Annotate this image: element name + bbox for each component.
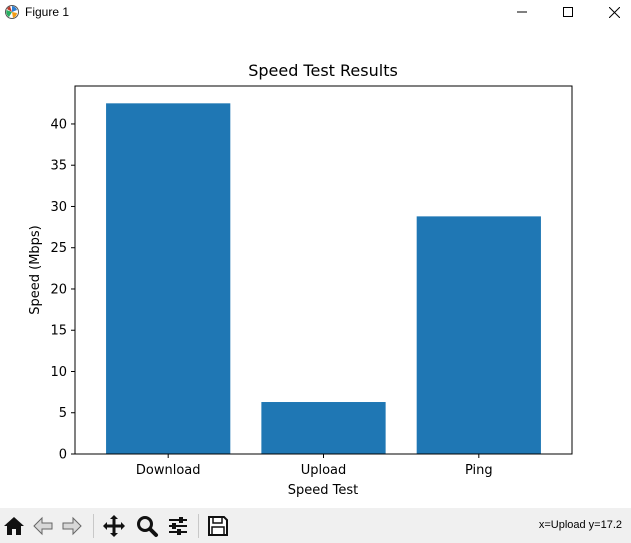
y-tick-label: 40 [50, 117, 67, 132]
toolbar-separator [93, 514, 94, 538]
minimize-icon [517, 11, 527, 13]
y-tick-label: 0 [59, 448, 67, 463]
save-icon [208, 516, 228, 536]
toolbar-separator [198, 514, 199, 538]
matplotlib-logo-icon [4, 4, 20, 20]
y-tick-label: 15 [50, 324, 67, 339]
home-button[interactable] [0, 512, 28, 540]
forward-button[interactable] [58, 512, 86, 540]
bar-ping [416, 216, 541, 454]
pan-button[interactable] [100, 512, 128, 540]
maximize-icon [563, 7, 573, 17]
save-button[interactable] [204, 512, 232, 540]
bar-upload [261, 402, 386, 454]
zoom-icon [137, 516, 158, 537]
configure-subplots-icon [169, 517, 187, 535]
back-button[interactable] [29, 512, 57, 540]
close-icon [608, 6, 620, 18]
bar-chart: Speed Test Results 0 5 10 15 20 25 30 35 40 Down… [28, 61, 573, 498]
forward-icon [62, 516, 82, 536]
back-icon [33, 516, 53, 536]
x-axis-label: Speed Test [288, 483, 358, 498]
x-tick-label: Download [136, 463, 201, 478]
minimize-button[interactable] [499, 0, 545, 24]
x-tick-label: Upload [301, 463, 347, 478]
window-title: Figure 1 [25, 5, 70, 19]
y-tick-label: 35 [50, 159, 67, 174]
y-tick-label: 10 [50, 365, 67, 380]
window-titlebar: Figure 1 [0, 0, 631, 24]
y-tick-label: 5 [59, 406, 67, 421]
close-button[interactable] [591, 0, 631, 24]
y-axis-label: Speed (Mbps) [28, 225, 43, 315]
configure-subplots-button[interactable] [164, 512, 192, 540]
y-tick-label: 20 [50, 282, 67, 297]
bar-download [106, 103, 231, 454]
maximize-button[interactable] [545, 0, 591, 24]
chart-title: Speed Test Results [248, 61, 398, 80]
pan-icon [103, 515, 125, 537]
figure-canvas[interactable]: Speed Test Results 0 5 10 15 20 25 30 35 40 Down… [0, 24, 631, 508]
zoom-button[interactable] [133, 512, 161, 540]
cursor-coordinates: x=Upload y=17.2 [538, 519, 622, 531]
navigation-toolbar: x=Upload y=17.2 [0, 508, 631, 543]
x-tick-label: Ping [465, 463, 493, 478]
y-tick-label: 25 [50, 241, 67, 256]
home-icon [4, 517, 24, 535]
y-tick-label: 30 [50, 200, 67, 215]
